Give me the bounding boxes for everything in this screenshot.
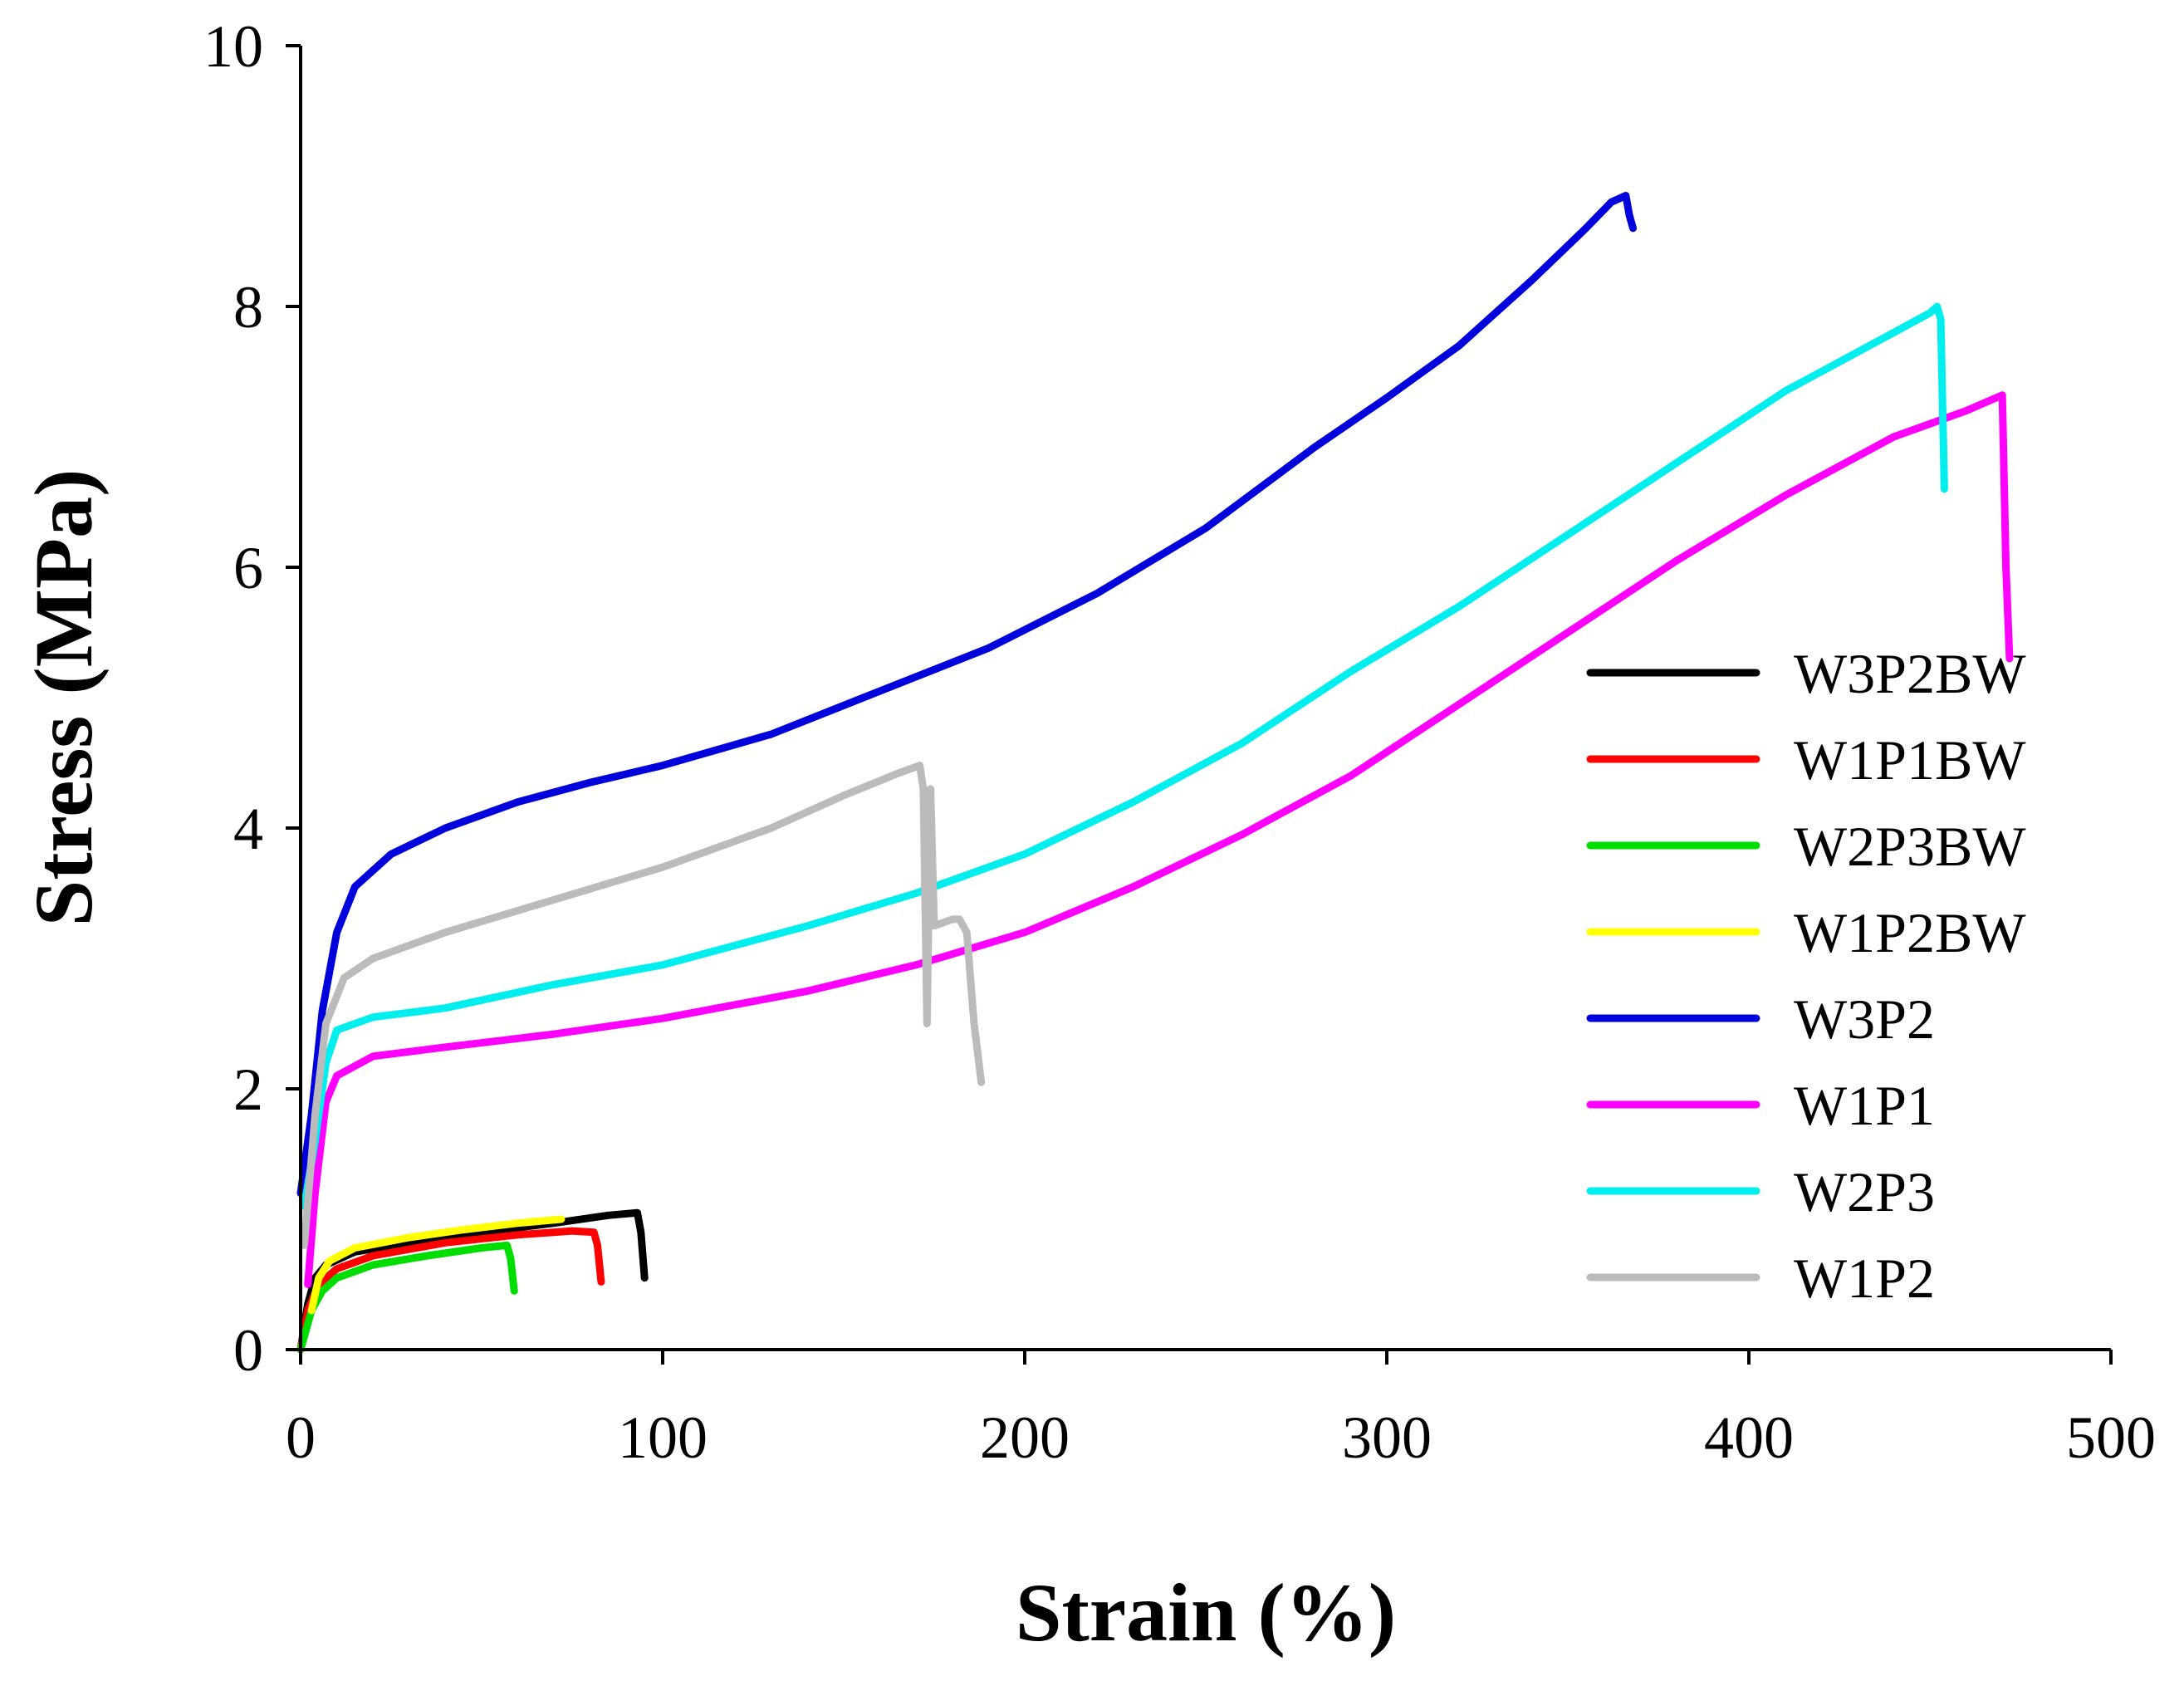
x-axis-title: Strain (%): [1016, 1566, 1396, 1659]
series-line-w1p2: [300, 762, 986, 1249]
y-tick-label: 8: [233, 274, 263, 341]
legend-label: W1P1: [1794, 1074, 1935, 1137]
series-line-w1p1: [304, 391, 2014, 1288]
legend-label: W1P1BW: [1794, 728, 2026, 791]
plot-lines: [296, 192, 2014, 1354]
y-tick-label: 6: [233, 535, 263, 601]
legend-item-w1p2: W1P2: [1586, 1247, 1935, 1310]
legend-label: W1P2BW: [1794, 901, 2026, 964]
legend-label: W3P2: [1794, 988, 1935, 1051]
series-line-w1p2bw: [307, 1215, 566, 1315]
x-tick-label: 400: [1704, 1404, 1794, 1471]
legend-item-w2p3bw: W2P3BW: [1586, 815, 2026, 878]
legend-label: W2P3BW: [1794, 815, 2026, 878]
y-tick-label: 4: [233, 796, 263, 862]
y-tick-label: 10: [203, 13, 263, 80]
y-axis-title: Stress (MPa): [17, 469, 110, 927]
series-line-w2p3: [300, 302, 1948, 1210]
legend-item-w3p2: W3P2: [1586, 988, 1935, 1051]
legend-label: W3P2BW: [1794, 642, 2026, 705]
axes: [286, 44, 2113, 1365]
legend-item-w1p1: W1P1: [1586, 1074, 1935, 1137]
legend-item-w2p3: W2P3: [1586, 1160, 1935, 1223]
x-tick-label: 100: [618, 1404, 708, 1471]
legend-label: W1P2: [1794, 1247, 1935, 1310]
legend-item-w1p1bw: W1P1BW: [1586, 728, 2026, 791]
series-line-w3p2bw: [296, 1208, 649, 1354]
x-tick-label: 300: [1342, 1404, 1432, 1471]
tick-labels: 0 100 200 300 400 500 0 2 4 6 8 10: [203, 13, 2156, 1471]
legend-label: W2P3: [1794, 1160, 1935, 1223]
series-line-w3p2: [296, 192, 1637, 1198]
x-tick-label: 0: [286, 1404, 316, 1471]
y-tick-label: 2: [233, 1056, 263, 1123]
x-tick-label: 500: [2066, 1404, 2156, 1471]
legend: W3P2BW W1P1BW W2P3BW W1P2BW W3P2 W1P1 W2P3 W1P2: [1586, 642, 2026, 1310]
legend-item-w1p2bw: W1P2BW: [1586, 901, 2026, 964]
legend-item-w3p2bw: W3P2BW: [1586, 642, 2026, 705]
y-tick-label: 0: [233, 1317, 263, 1384]
x-tick-label: 200: [980, 1404, 1070, 1471]
